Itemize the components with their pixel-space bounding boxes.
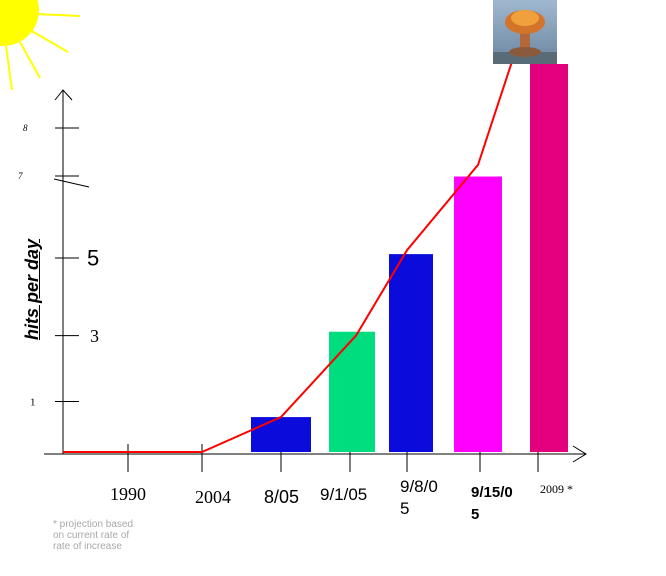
axis-break bbox=[53, 178, 90, 188]
footnote: * projection based on current rate of ra… bbox=[53, 519, 163, 552]
y-tick-label-5: 5 bbox=[87, 246, 99, 271]
bar-9-15-05 bbox=[454, 176, 502, 452]
y-tick-label-3: 3 bbox=[90, 326, 99, 346]
y-tick-label-7: 7 bbox=[18, 171, 23, 181]
y-axis-label: hits per day bbox=[22, 238, 42, 340]
axes bbox=[44, 89, 587, 463]
footnote-line-2: on current rate of bbox=[53, 530, 130, 541]
bar-2009 bbox=[530, 64, 568, 452]
sun-icon bbox=[0, 0, 81, 91]
x-tick-label-5-line-1: 9/8/0 bbox=[400, 477, 438, 496]
x-tick-label-7: 2009 * bbox=[540, 482, 573, 496]
trend-line-layer bbox=[63, 52, 516, 453]
x-tick-label-1: 1990 bbox=[110, 484, 146, 504]
x-axis-arrow bbox=[572, 445, 587, 463]
bar-9-1-05 bbox=[329, 331, 375, 452]
bars bbox=[251, 64, 568, 452]
x-ticks: 1990 2004 8/05 9/1/05 9/8/0 5 9/15/0 5 2009 * bbox=[110, 444, 573, 523]
x-tick-label-5-line-2: 5 bbox=[400, 499, 409, 518]
bar-8-05 bbox=[251, 417, 311, 452]
mushroom-cloud-icon bbox=[493, 0, 557, 64]
trend-line bbox=[63, 52, 516, 453]
bar-9-8-05 bbox=[389, 254, 433, 452]
y-tick-label-1: 1 bbox=[30, 396, 36, 408]
y-axis-arrow bbox=[54, 89, 73, 101]
x-tick-label-4: 9/1/05 bbox=[320, 485, 367, 504]
x-tick-label-3: 8/05 bbox=[264, 487, 299, 507]
x-tick-label-6-line-2: 5 bbox=[471, 506, 479, 523]
x-tick-label-2: 2004 bbox=[195, 487, 231, 507]
footnote-line-1: * projection based bbox=[53, 519, 134, 530]
x-tick-label-6-line-1: 9/15/0 bbox=[471, 484, 513, 501]
footnote-line-3: rate of increase bbox=[53, 541, 122, 552]
y-tick-label-8: 8 bbox=[23, 123, 28, 133]
y-ticks: 1 3 5 7 8 bbox=[18, 123, 99, 408]
